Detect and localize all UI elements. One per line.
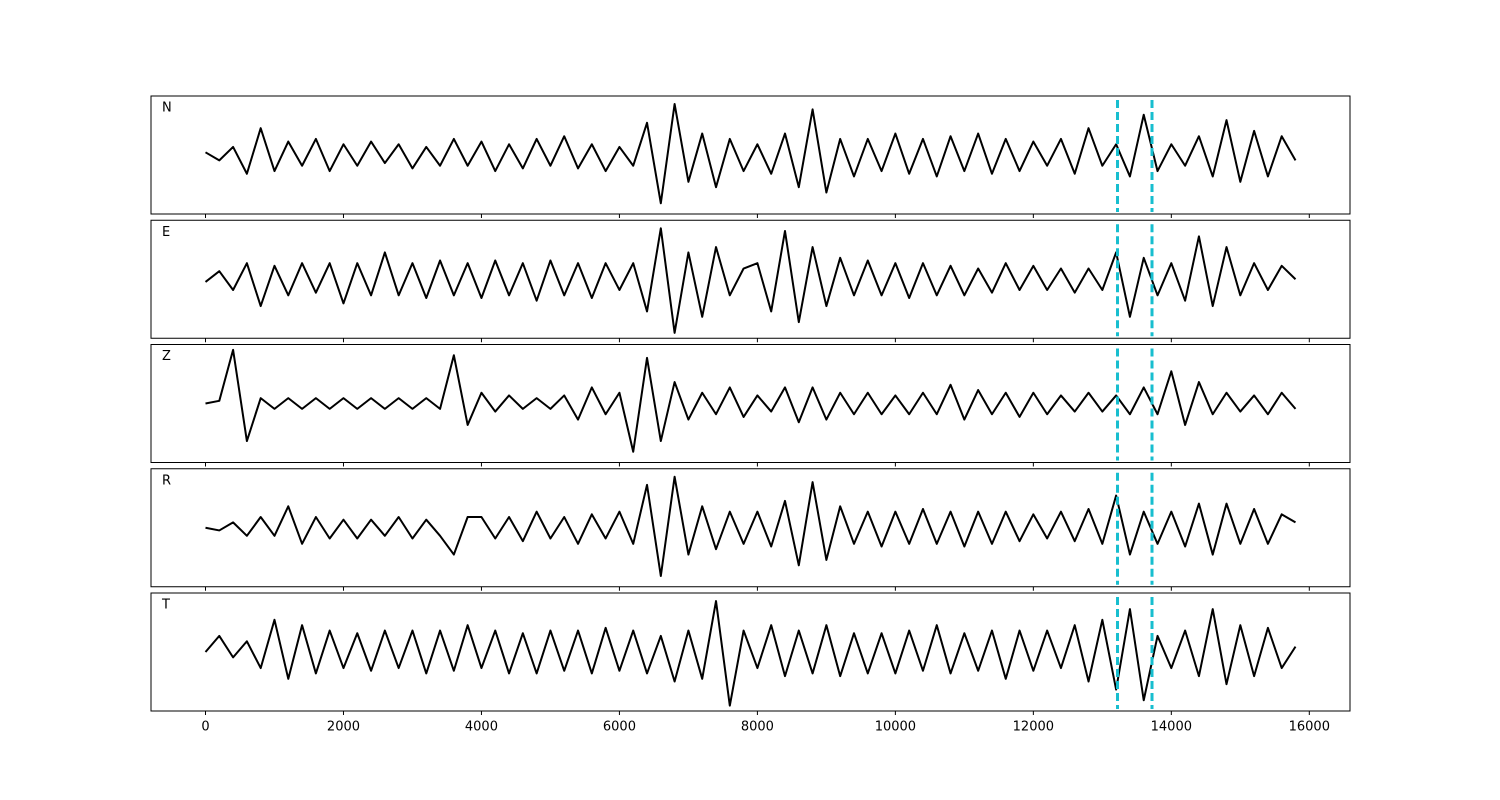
panel [151,96,1350,214]
x-tick-label: 12000 [1013,720,1054,735]
trace [205,475,1297,578]
panel-label: N [162,101,172,116]
panel-frame [150,344,1351,463]
trace [205,348,1297,453]
panel-label: T [161,598,170,613]
panel-label: Z [162,349,171,364]
x-tick-label: 6000 [603,720,636,735]
x-tick-label: 16000 [1289,720,1330,735]
trace [204,227,1297,334]
trace [204,103,1297,205]
panel [151,220,1350,339]
x-tick-label: 4000 [465,720,498,735]
x-tick-label: 8000 [741,720,774,735]
trace [204,600,1297,707]
panel [151,344,1350,463]
x-tick-label: 2000 [327,720,360,735]
x-tick-label: 14000 [1151,720,1192,735]
x-tick-label: 0 [201,720,209,735]
panel-frame [150,592,1351,712]
panel-frame [150,219,1351,339]
panel-label: R [162,473,171,488]
panel-frame [150,95,1351,215]
x-tick-label: 10000 [875,720,916,735]
panel-label: E [162,225,170,240]
panel-frame [150,468,1351,588]
